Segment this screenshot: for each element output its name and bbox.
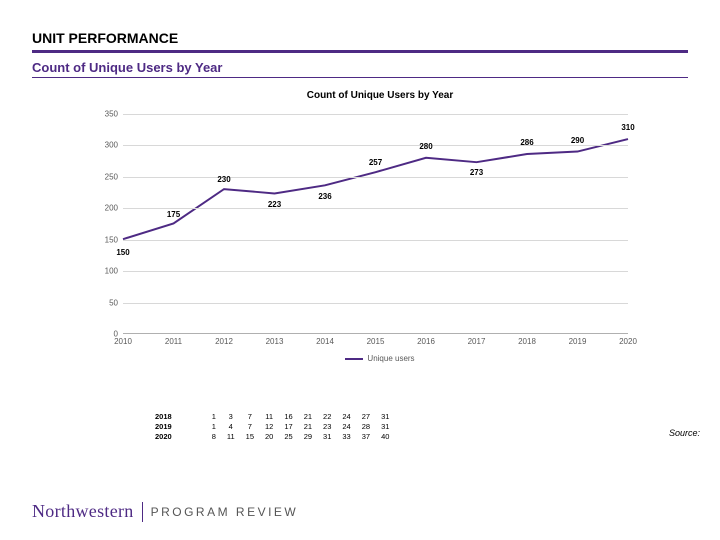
table-cell: 33 bbox=[342, 432, 361, 442]
table-cell: 31 bbox=[323, 432, 342, 442]
table-cell: 24 bbox=[342, 412, 361, 422]
table-cell: 25 bbox=[284, 432, 303, 442]
data-label: 175 bbox=[167, 210, 180, 219]
table-row: 201813711162122242731 bbox=[155, 412, 400, 422]
source-label: Source: bbox=[669, 428, 700, 438]
table-cell: 28 bbox=[362, 422, 381, 432]
table-cell: 4 bbox=[227, 422, 246, 432]
x-axis-label: 2017 bbox=[468, 337, 486, 346]
x-axis-label: 2019 bbox=[569, 337, 587, 346]
data-label: 280 bbox=[419, 142, 432, 151]
chart-plot-area: 0501001502002503003502010201120122013201… bbox=[123, 114, 628, 334]
footer: Northwestern PROGRAM REVIEW bbox=[32, 501, 298, 522]
gridline bbox=[123, 303, 628, 304]
table-cell: 40 bbox=[381, 432, 400, 442]
table-cell: 11 bbox=[227, 432, 246, 442]
gridline bbox=[123, 145, 628, 146]
table-cell: 29 bbox=[304, 432, 323, 442]
table-cell: 27 bbox=[362, 412, 381, 422]
x-axis-label: 2018 bbox=[518, 337, 536, 346]
table-row: 201914712172123242831 bbox=[155, 422, 400, 432]
table-cell: 7 bbox=[246, 412, 265, 422]
legend-label: Unique users bbox=[367, 354, 414, 363]
table-cell: 11 bbox=[265, 412, 284, 422]
table-cell: 12 bbox=[265, 422, 284, 432]
y-axis-label: 250 bbox=[105, 172, 118, 181]
chart-line bbox=[123, 114, 628, 333]
gridline bbox=[123, 177, 628, 178]
table-cell: 1 bbox=[212, 422, 227, 432]
x-axis-label: 2014 bbox=[316, 337, 334, 346]
x-axis-label: 2020 bbox=[619, 337, 637, 346]
y-axis-label: 300 bbox=[105, 141, 118, 150]
y-axis-label: 350 bbox=[105, 110, 118, 119]
table-cell: 21 bbox=[304, 422, 323, 432]
program-label: PROGRAM REVIEW bbox=[151, 505, 299, 519]
data-label: 150 bbox=[116, 248, 129, 257]
data-label: 310 bbox=[621, 123, 634, 132]
table-cell: 16 bbox=[284, 412, 303, 422]
gridline bbox=[123, 208, 628, 209]
gridline bbox=[123, 271, 628, 272]
table-cell: 21 bbox=[304, 412, 323, 422]
table-cell: 31 bbox=[381, 422, 400, 432]
data-label: 236 bbox=[318, 192, 331, 201]
y-axis-label: 200 bbox=[105, 204, 118, 213]
x-axis-label: 2016 bbox=[417, 337, 435, 346]
data-table: 2018137111621222427312019147121721232428… bbox=[155, 412, 565, 442]
table-row-header: 2019 bbox=[155, 422, 212, 432]
chart-legend: Unique users bbox=[95, 354, 665, 363]
page-title: UNIT PERFORMANCE bbox=[0, 0, 720, 50]
x-axis-label: 2011 bbox=[165, 337, 182, 346]
subtitle-rule bbox=[32, 77, 688, 78]
y-axis-label: 50 bbox=[109, 298, 118, 307]
y-axis-label: 100 bbox=[105, 267, 118, 276]
table-cell: 8 bbox=[212, 432, 227, 442]
data-label: 273 bbox=[470, 168, 483, 177]
data-label: 223 bbox=[268, 200, 281, 209]
table-cell: 37 bbox=[362, 432, 381, 442]
table-cell: 23 bbox=[323, 422, 342, 432]
legend-swatch bbox=[345, 358, 363, 360]
x-axis-label: 2010 bbox=[114, 337, 132, 346]
table-row: 20208111520252931333740 bbox=[155, 432, 400, 442]
gridline bbox=[123, 240, 628, 241]
page-subtitle: Count of Unique Users by Year bbox=[0, 57, 720, 77]
table-cell: 17 bbox=[284, 422, 303, 432]
data-label: 257 bbox=[369, 158, 382, 167]
table-row-header: 2020 bbox=[155, 432, 212, 442]
table-cell: 3 bbox=[227, 412, 246, 422]
x-axis-label: 2013 bbox=[266, 337, 284, 346]
data-label: 230 bbox=[217, 175, 230, 184]
table-cell: 15 bbox=[246, 432, 265, 442]
table-cell: 22 bbox=[323, 412, 342, 422]
chart-container: Count of Unique Users by Year 0501001502… bbox=[95, 84, 665, 394]
x-axis-label: 2012 bbox=[215, 337, 233, 346]
x-axis-label: 2015 bbox=[367, 337, 385, 346]
chart-title: Count of Unique Users by Year bbox=[95, 84, 665, 111]
table-cell: 24 bbox=[342, 422, 361, 432]
table-cell: 31 bbox=[381, 412, 400, 422]
title-rule bbox=[32, 50, 688, 53]
brand-logo: Northwestern bbox=[32, 501, 134, 522]
data-label: 286 bbox=[520, 138, 533, 147]
table-row-header: 2018 bbox=[155, 412, 212, 422]
table-cell: 20 bbox=[265, 432, 284, 442]
table-cell: 1 bbox=[212, 412, 227, 422]
table-cell: 7 bbox=[246, 422, 265, 432]
data-label: 290 bbox=[571, 136, 584, 145]
footer-divider bbox=[142, 502, 143, 522]
y-axis-label: 150 bbox=[105, 235, 118, 244]
gridline bbox=[123, 114, 628, 115]
